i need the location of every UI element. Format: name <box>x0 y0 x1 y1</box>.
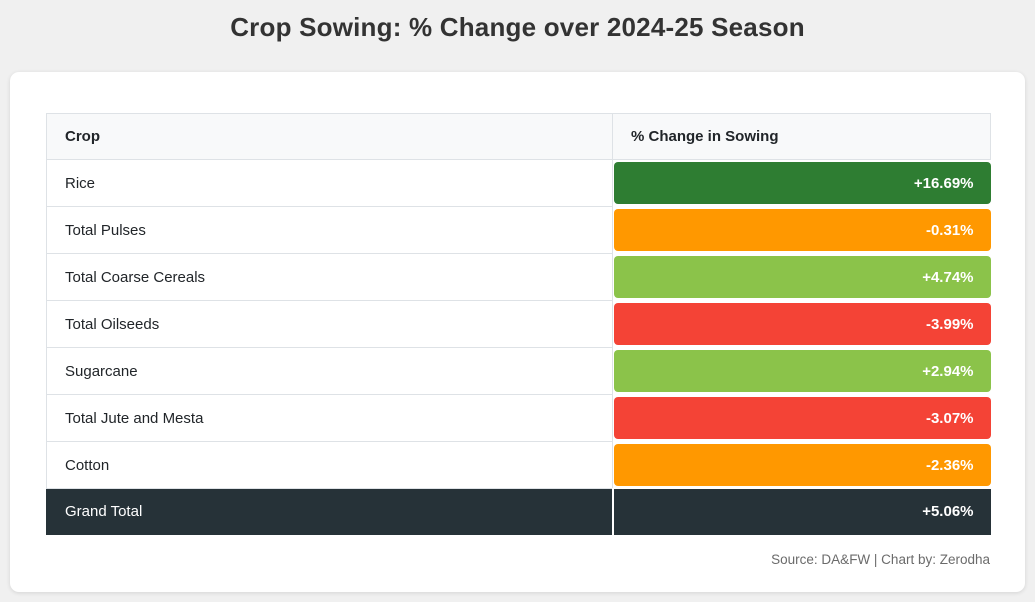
change-value-cell: -3.99% <box>612 300 991 348</box>
source-caption: Source: DA&FW | Chart by: Zerodha <box>771 552 990 567</box>
crop-name-cell: Total Jute and Mesta <box>46 394 613 442</box>
column-header-change: % Change in Sowing <box>612 113 991 160</box>
crop-name-cell: Rice <box>46 159 613 207</box>
crop-name-cell: Cotton <box>46 441 613 489</box>
table-row: Total Pulses -0.31% <box>46 206 991 254</box>
chart-card: Crop % Change in Sowing Rice +16.69% Total… <box>10 72 1025 592</box>
change-value-bar: -2.36% <box>614 444 991 486</box>
card-inner: Crop % Change in Sowing Rice +16.69% Total… <box>10 72 1025 567</box>
change-value-bar: -3.99% <box>614 303 991 345</box>
crop-name-cell: Total Pulses <box>46 206 613 254</box>
change-value-bar: -3.07% <box>614 397 991 439</box>
page-title: Crop Sowing: % Change over 2024-25 Seaso… <box>230 12 805 42</box>
change-value-cell: -0.31% <box>612 206 991 254</box>
change-value-cell: -3.07% <box>612 394 991 442</box>
change-value-cell: +2.94% <box>612 347 991 395</box>
column-header-crop: Crop <box>46 113 613 160</box>
table-row: Cotton -2.36% <box>46 441 991 489</box>
change-value-cell: -2.36% <box>612 441 991 489</box>
crop-name-cell: Grand Total <box>46 488 613 535</box>
crop-name-cell: Total Oilseeds <box>46 300 613 348</box>
change-value-bar: +2.94% <box>614 350 991 392</box>
change-value-bar: +5.06% <box>922 503 974 521</box>
table-header-row: Crop % Change in Sowing <box>46 113 991 160</box>
table-row: Total Jute and Mesta -3.07% <box>46 394 991 442</box>
table-row: Sugarcane +2.94% <box>46 347 991 395</box>
change-value-cell: +16.69% <box>612 159 991 207</box>
crop-name-cell: Sugarcane <box>46 347 613 395</box>
table-row: Total Oilseeds -3.99% <box>46 300 991 348</box>
crop-table: Crop % Change in Sowing Rice +16.69% Total… <box>46 113 991 535</box>
change-value-cell: +4.74% <box>612 253 991 301</box>
change-value-cell: +5.06% <box>611 488 991 535</box>
table-row-total: Grand Total +5.06% <box>46 488 991 535</box>
table-row: Total Coarse Cereals +4.74% <box>46 253 991 301</box>
crop-name-cell: Total Coarse Cereals <box>46 253 613 301</box>
table-row: Rice +16.69% <box>46 159 991 207</box>
change-value-bar: +16.69% <box>614 162 991 204</box>
change-value-bar: -0.31% <box>614 209 991 251</box>
change-value-bar: +4.74% <box>614 256 991 298</box>
